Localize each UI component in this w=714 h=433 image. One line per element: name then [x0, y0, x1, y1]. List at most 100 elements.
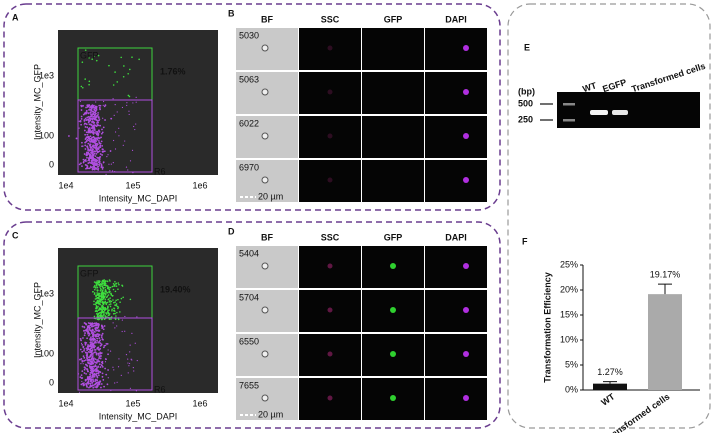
event-dot: [97, 372, 100, 374]
event-dot: [127, 372, 129, 374]
event-dot: [95, 297, 98, 300]
event-dot: [135, 96, 137, 98]
event-dot: [83, 359, 86, 362]
event-dot: [87, 151, 90, 154]
column-header: GFP: [384, 14, 403, 24]
event-dot: [103, 344, 106, 347]
event-dot: [108, 303, 111, 306]
y-tick-label: 15%: [560, 309, 578, 319]
event-dot: [92, 153, 95, 156]
event-dot: [102, 291, 104, 294]
event-dot: [99, 124, 101, 127]
event-dot: [93, 322, 96, 325]
event-dot: [102, 289, 104, 291]
event-dot: [100, 297, 103, 299]
event-dot: [100, 334, 103, 337]
event-dot: [105, 312, 107, 314]
event-dot: [94, 155, 97, 158]
event-dot: [92, 157, 95, 160]
event-dot: [96, 322, 99, 325]
event-dot: [97, 305, 99, 308]
event-dot: [87, 116, 90, 118]
event-dot: [87, 131, 90, 134]
event-dot: [107, 310, 109, 312]
event-dot: [114, 280, 116, 283]
event-dot: [85, 111, 88, 114]
value-label: 19.17%: [650, 270, 681, 280]
event-dot: [93, 139, 95, 141]
marker-label: 250: [518, 114, 533, 124]
event-dot: [116, 111, 118, 113]
event-dot: [107, 305, 109, 307]
cell-id: 7655: [239, 380, 259, 390]
event-dot: [129, 68, 131, 71]
event-dot: [135, 101, 137, 103]
event-dot: [89, 349, 92, 352]
event-dot: [105, 173, 107, 175]
event-dot: [114, 71, 116, 73]
event-dot: [84, 332, 86, 334]
event-dot: [89, 117, 92, 120]
event-dot: [97, 314, 99, 317]
event-dot: [92, 358, 95, 361]
event-dot: [90, 139, 93, 142]
cell-image: [390, 351, 396, 357]
event-dot: [128, 95, 131, 98]
event-dot: [107, 311, 109, 314]
event-dot: [120, 56, 123, 59]
event-dot: [68, 135, 70, 137]
event-dot: [98, 323, 100, 326]
event-dot: [88, 137, 91, 140]
event-dot: [97, 352, 100, 355]
event-dot: [92, 131, 95, 133]
cell-image: [327, 263, 333, 269]
event-dot: [96, 138, 99, 141]
event-dot: [99, 142, 102, 145]
event-dot: [102, 148, 104, 151]
event-dot: [85, 364, 88, 367]
event-dot: [112, 84, 115, 86]
event-dot: [89, 351, 91, 354]
event-dot: [88, 127, 91, 130]
event-dot: [90, 130, 93, 133]
event-dot: [95, 160, 98, 163]
event-dot: [92, 322, 94, 325]
event-dot: [112, 288, 115, 291]
event-dot: [96, 280, 98, 282]
event-dot: [87, 329, 90, 331]
event-dot: [101, 332, 104, 335]
event-dot: [101, 364, 103, 367]
image-tile: [425, 116, 487, 158]
event-dot: [91, 385, 93, 387]
event-dot: [91, 343, 93, 346]
event-dot: [88, 159, 90, 161]
event-dot: [89, 344, 92, 347]
event-dot: [100, 136, 102, 139]
event-dot: [94, 386, 97, 388]
event-dot: [109, 303, 112, 305]
event-dot: [85, 109, 88, 112]
event-dot: [129, 351, 131, 353]
event-dot: [99, 298, 102, 301]
x-axis-label: Intensity_MC_DAPI: [99, 193, 178, 203]
event-dot: [86, 357, 89, 360]
event-dot: [83, 382, 85, 384]
cell-image: [463, 45, 469, 51]
event-dot: [82, 346, 85, 349]
event-dot: [131, 332, 133, 334]
event-dot: [99, 342, 102, 345]
event-dot: [96, 337, 99, 340]
event-dot: [131, 149, 134, 152]
event-dot: [98, 333, 101, 336]
event-dot: [117, 288, 119, 290]
event-dot: [90, 124, 93, 127]
event-dot: [88, 386, 90, 389]
event-dot: [102, 303, 105, 306]
gate-r6: [77, 99, 153, 173]
event-dot: [124, 140, 126, 142]
event-dot: [111, 170, 114, 172]
event-dot: [97, 116, 100, 118]
event-dot: [89, 342, 91, 344]
event-dot: [98, 340, 101, 343]
event-dot: [81, 145, 83, 148]
